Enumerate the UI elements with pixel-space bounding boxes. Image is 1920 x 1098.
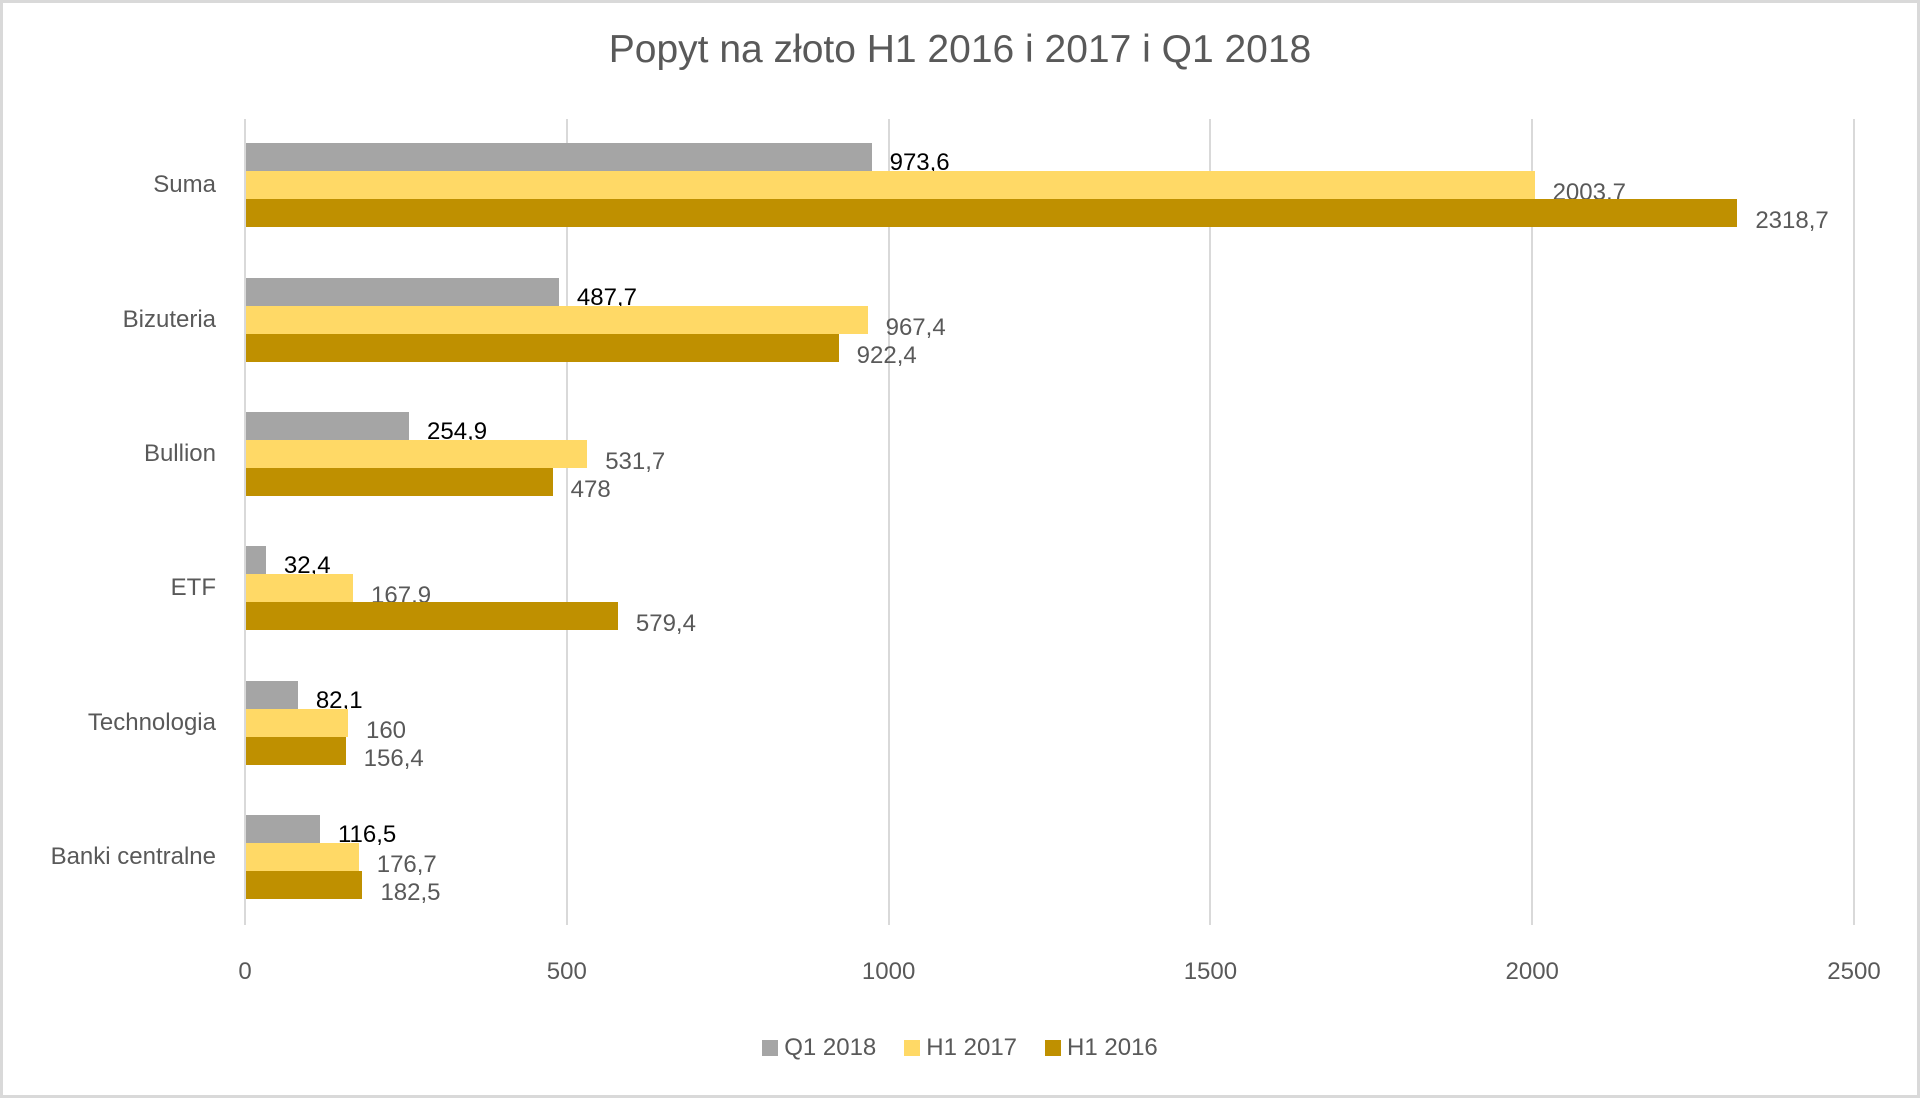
bar bbox=[245, 574, 354, 603]
data-label: 160 bbox=[365, 716, 407, 744]
y-axis-line bbox=[244, 119, 246, 925]
data-label: 478 bbox=[570, 475, 611, 503]
bar bbox=[245, 467, 553, 496]
data-label: 531,7 bbox=[605, 447, 666, 475]
data-label: 967,4 bbox=[885, 313, 946, 341]
x-tick-label: 2500 bbox=[1827, 958, 1881, 985]
x-tick-label: 500 bbox=[546, 958, 587, 985]
bar bbox=[245, 199, 1738, 228]
data-label: 176,7 bbox=[376, 850, 437, 878]
x-tick-label: 1500 bbox=[1183, 958, 1238, 985]
x-tick-label: 2000 bbox=[1505, 958, 1559, 985]
x-tick-label: 1000 bbox=[861, 958, 916, 985]
plot-area: 973,6 2003,7 2318,7 487,7 967,4 922,4 254,9 531… bbox=[244, 119, 1855, 925]
data-label: 182,5 bbox=[380, 878, 441, 906]
legend-swatch-icon bbox=[1045, 1040, 1062, 1056]
data-label: 156,4 bbox=[363, 744, 424, 772]
data-label: 922,4 bbox=[856, 341, 917, 369]
bar bbox=[245, 842, 359, 871]
chart-title: Popyt na złoto H1 2016 i 2017 i Q1 2018 bbox=[608, 28, 1312, 71]
bar bbox=[245, 814, 320, 843]
bar bbox=[245, 870, 363, 899]
bar bbox=[245, 305, 868, 334]
category-label: Bullion bbox=[143, 439, 216, 467]
category-label: Banki centralne bbox=[50, 842, 216, 870]
bar bbox=[245, 602, 618, 631]
bar bbox=[245, 680, 298, 709]
legend-swatch-icon bbox=[904, 1040, 921, 1056]
bar bbox=[245, 736, 346, 765]
bar bbox=[245, 277, 559, 306]
category-label: Bizuteria bbox=[122, 305, 216, 333]
bar bbox=[245, 708, 348, 737]
legend-item: H1 2016 bbox=[1045, 1034, 1158, 1062]
bar bbox=[245, 546, 266, 575]
bar bbox=[245, 411, 410, 440]
legend-label: H1 2016 bbox=[1067, 1034, 1158, 1061]
gridline bbox=[565, 119, 568, 925]
category-label: Technologia bbox=[87, 708, 216, 736]
gridline bbox=[1531, 119, 1534, 925]
legend-label: Q1 2018 bbox=[784, 1034, 877, 1061]
gridline bbox=[887, 119, 890, 925]
legend-swatch-icon bbox=[762, 1040, 779, 1056]
data-label: 579,4 bbox=[635, 610, 696, 638]
bar bbox=[245, 171, 1535, 200]
legend-item: H1 2017 bbox=[904, 1034, 1017, 1062]
data-label: 2318,7 bbox=[1755, 207, 1829, 235]
bar bbox=[245, 439, 588, 468]
legend: Q1 2018 H1 2017 H1 2016 bbox=[0, 1034, 1920, 1062]
legend-item: Q1 2018 bbox=[762, 1034, 876, 1062]
gridline bbox=[1209, 119, 1212, 925]
x-tick-label: 0 bbox=[238, 958, 252, 985]
gridline bbox=[1853, 119, 1855, 925]
bar bbox=[245, 143, 872, 172]
category-label: ETF bbox=[170, 574, 216, 602]
category-label: Suma bbox=[153, 171, 216, 199]
bar bbox=[245, 333, 839, 362]
legend-label: H1 2017 bbox=[926, 1034, 1018, 1061]
